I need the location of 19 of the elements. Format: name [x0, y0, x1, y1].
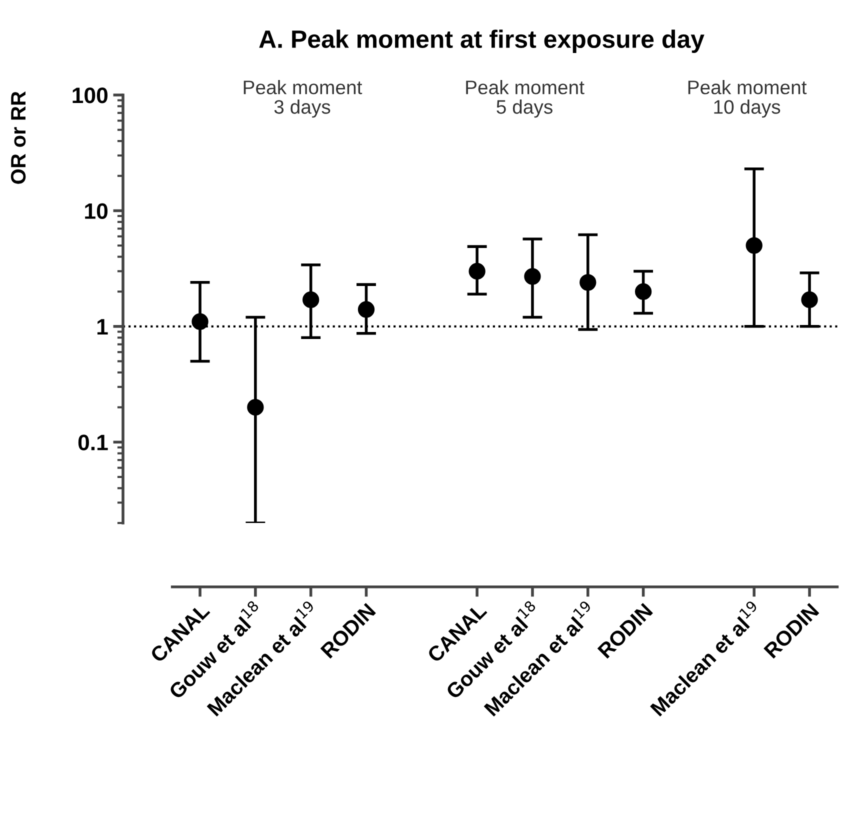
annotation: Peak moment 3 days: [244, 80, 362, 118]
point: [524, 268, 541, 285]
point: [801, 291, 818, 308]
y-tick-label: 100: [72, 88, 108, 104]
y-tick-label: 0.1: [78, 434, 108, 450]
point: [580, 274, 596, 291]
y-tick-label: 1: [97, 319, 108, 334]
point: [192, 313, 208, 330]
point: [302, 291, 320, 308]
point: [634, 283, 652, 300]
chart-title: A. Peak moment at first exposure day: [259, 30, 704, 53]
y-tick-label: 10: [85, 203, 108, 219]
annotation: Peak moment 5 days: [466, 80, 584, 118]
y-axis-title: OR or RR: [10, 91, 26, 184]
annotation: Peak moment 10 days: [688, 80, 807, 118]
point: [746, 237, 762, 254]
point: [247, 398, 264, 416]
point: [358, 301, 375, 318]
point: [468, 262, 486, 280]
